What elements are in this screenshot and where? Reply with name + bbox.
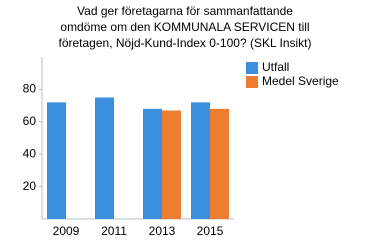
chart-title: Vad ger företagarna för sammanfattande bbox=[77, 4, 293, 18]
legend-swatch bbox=[246, 62, 258, 74]
legend-label: Medel Sverige bbox=[262, 74, 339, 88]
bar bbox=[191, 102, 210, 219]
bar bbox=[143, 108, 162, 219]
chart-title: företagen, Nöjd-Kund-Index 0-100? (SKL I… bbox=[58, 36, 311, 50]
chart-title: omdöme om den KOMMUNALA SERVICEN till bbox=[60, 20, 309, 34]
y-tick-label: 20 bbox=[23, 179, 37, 193]
bar bbox=[210, 108, 229, 219]
bar bbox=[47, 102, 66, 219]
x-tick-label: 2009 bbox=[53, 224, 80, 238]
legend-label: Utfall bbox=[262, 60, 289, 74]
x-tick-label: 2011 bbox=[101, 224, 127, 238]
x-tick-label: 2015 bbox=[197, 224, 224, 238]
bar bbox=[162, 110, 181, 219]
y-tick-label: 60 bbox=[23, 114, 37, 128]
bar bbox=[95, 97, 114, 219]
legend-swatch bbox=[246, 76, 258, 88]
y-tick-label: 40 bbox=[23, 146, 37, 160]
x-tick-label: 2013 bbox=[149, 224, 176, 238]
y-tick-label: 80 bbox=[23, 82, 37, 96]
